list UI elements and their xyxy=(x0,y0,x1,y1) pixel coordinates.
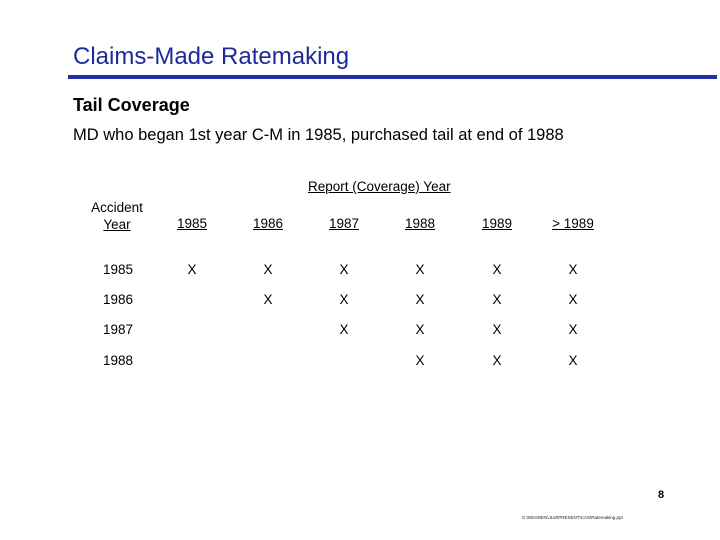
row-label: 1987 xyxy=(103,322,134,337)
table-cell: X xyxy=(415,262,425,277)
table-cell: X xyxy=(339,292,349,307)
table-cell: X xyxy=(568,292,578,307)
report-year-group-header: Report (Coverage) Year xyxy=(308,179,451,194)
table-cell: X xyxy=(263,292,273,307)
table-cell: X xyxy=(415,292,425,307)
column-header: 1986 xyxy=(252,216,284,231)
table-cell: X xyxy=(187,262,197,277)
row-label: 1985 xyxy=(103,262,134,277)
slide-title: Claims-Made Ratemaking xyxy=(73,43,350,70)
accident-year-header-line1: Accident xyxy=(91,200,143,215)
table-cell: X xyxy=(415,353,425,368)
table-cell: X xyxy=(339,262,349,277)
table-cell: X xyxy=(568,322,578,337)
column-header: 1985 xyxy=(176,216,208,231)
column-header: > 1989 xyxy=(552,216,594,231)
slide-heading: Tail Coverage xyxy=(73,95,190,115)
table-cell: X xyxy=(263,262,273,277)
row-label: 1986 xyxy=(103,292,134,307)
table-cell: X xyxy=(492,322,502,337)
row-label: 1988 xyxy=(103,353,134,368)
file-path-footer: G:\DEGREN\JLM\PRESENT\CAS\Ratemaking.ppt xyxy=(522,515,623,520)
table-cell: X xyxy=(492,262,502,277)
slide-subtitle: MD who began 1st year C-M in 1985, purch… xyxy=(73,126,564,144)
table-cell: X xyxy=(339,322,349,337)
table-cell: X xyxy=(492,353,502,368)
accident-year-header: Accident Year xyxy=(86,199,148,233)
title-rule xyxy=(68,75,717,79)
page-number: 8 xyxy=(658,489,665,501)
column-header: 1988 xyxy=(404,216,436,231)
accident-year-header-line2: Year xyxy=(103,217,131,232)
table-cell: X xyxy=(492,292,502,307)
table-cell: X xyxy=(415,322,425,337)
table-cell: X xyxy=(568,353,578,368)
column-header: 1987 xyxy=(328,216,360,231)
table-cell: X xyxy=(568,262,578,277)
column-header: 1989 xyxy=(481,216,513,231)
